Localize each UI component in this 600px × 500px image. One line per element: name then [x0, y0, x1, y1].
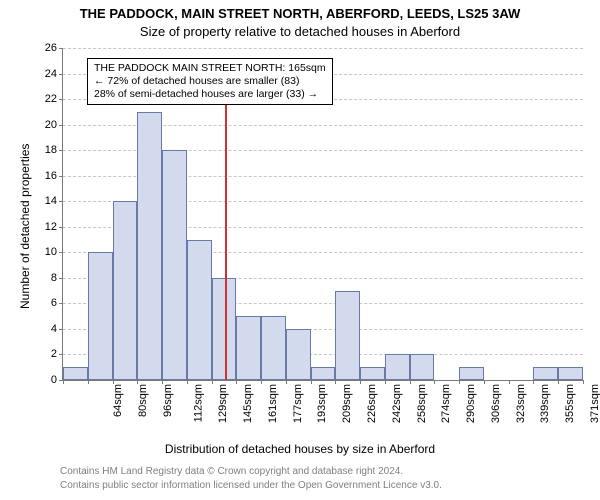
bar	[236, 316, 261, 380]
gridline	[63, 48, 583, 49]
xtick-mark	[311, 380, 312, 384]
annotation-line: ← 72% of detached houses are smaller (83…	[94, 75, 326, 88]
ytick-label: 14	[45, 195, 63, 207]
xtick-mark	[360, 380, 361, 384]
bar	[286, 329, 311, 380]
bar	[63, 367, 88, 380]
bar	[113, 201, 138, 380]
ytick-label: 8	[51, 272, 63, 284]
xtick-label: 258sqm	[416, 384, 428, 423]
ytick-label: 20	[45, 119, 63, 131]
xtick-mark	[236, 380, 237, 384]
xtick-mark	[212, 380, 213, 384]
ytick-label: 12	[45, 221, 63, 233]
xtick-mark	[533, 380, 534, 384]
xtick-mark	[137, 380, 138, 384]
footer-line-2: Contains public sector information licen…	[60, 480, 442, 491]
xtick-label: 339sqm	[539, 384, 551, 423]
annotation-box: THE PADDOCK MAIN STREET NORTH: 165sqm← 7…	[87, 58, 333, 105]
ytick-label: 4	[51, 323, 63, 335]
xtick-mark	[434, 380, 435, 384]
xtick-label: 177sqm	[292, 384, 304, 423]
bar	[385, 354, 410, 380]
xtick-mark	[162, 380, 163, 384]
xtick-mark	[410, 380, 411, 384]
xtick-label: 274sqm	[440, 384, 452, 423]
xtick-mark	[286, 380, 287, 384]
bar	[137, 112, 162, 380]
xtick-label: 193sqm	[317, 384, 329, 423]
xtick-mark	[113, 380, 114, 384]
bar	[360, 367, 385, 380]
ytick-label: 2	[51, 348, 63, 360]
bar	[88, 252, 113, 380]
bar	[335, 291, 360, 380]
bar	[162, 150, 187, 380]
bar	[212, 278, 237, 380]
xtick-mark	[484, 380, 485, 384]
footer-line-1: Contains HM Land Registry data © Crown c…	[60, 466, 403, 477]
xtick-label: 371sqm	[589, 384, 600, 423]
xtick-label: 306sqm	[490, 384, 502, 423]
ytick-label: 16	[45, 170, 63, 182]
marker-line	[225, 104, 227, 380]
xtick-label: 242sqm	[391, 384, 403, 423]
xtick-mark	[63, 380, 64, 384]
xtick-mark	[335, 380, 336, 384]
bar	[459, 367, 484, 380]
ytick-label: 10	[45, 246, 63, 258]
xtick-mark	[509, 380, 510, 384]
chart-subtitle: Size of property relative to detached ho…	[0, 24, 600, 39]
x-axis-label: Distribution of detached houses by size …	[0, 442, 600, 456]
xtick-label: 355sqm	[564, 384, 576, 423]
ytick-label: 18	[45, 144, 63, 156]
xtick-label: 112sqm	[192, 384, 204, 422]
xtick-mark	[261, 380, 262, 384]
bar	[261, 316, 286, 380]
y-axis-label: Number of detached properties	[18, 144, 32, 309]
ytick-label: 0	[51, 374, 63, 386]
bar	[311, 367, 336, 380]
plot-area: 0246810121416182022242664sqm80sqm96sqm11…	[62, 48, 583, 381]
xtick-mark	[558, 380, 559, 384]
ytick-label: 6	[51, 297, 63, 309]
xtick-mark	[385, 380, 386, 384]
ytick-label: 24	[45, 68, 63, 80]
ytick-label: 22	[45, 93, 63, 105]
xtick-mark	[187, 380, 188, 384]
xtick-label: 129sqm	[218, 384, 230, 423]
ytick-label: 26	[45, 42, 63, 54]
annotation-line: 28% of semi-detached houses are larger (…	[94, 88, 326, 101]
bar	[410, 354, 435, 380]
chart-title: THE PADDOCK, MAIN STREET NORTH, ABERFORD…	[0, 6, 600, 21]
xtick-label: 96sqm	[162, 384, 174, 417]
xtick-label: 323sqm	[515, 384, 527, 423]
bar	[187, 240, 212, 380]
xtick-mark	[583, 380, 584, 384]
annotation-line: THE PADDOCK MAIN STREET NORTH: 165sqm	[94, 62, 326, 75]
bar	[533, 367, 558, 380]
xtick-label: 290sqm	[465, 384, 477, 423]
xtick-label: 161sqm	[267, 384, 279, 423]
xtick-mark	[459, 380, 460, 384]
xtick-label: 209sqm	[341, 384, 353, 423]
xtick-mark	[88, 380, 89, 384]
bar	[558, 367, 583, 380]
xtick-label: 80sqm	[137, 384, 149, 417]
xtick-label: 226sqm	[366, 384, 378, 423]
xtick-label: 145sqm	[242, 384, 254, 423]
xtick-label: 64sqm	[112, 384, 124, 417]
